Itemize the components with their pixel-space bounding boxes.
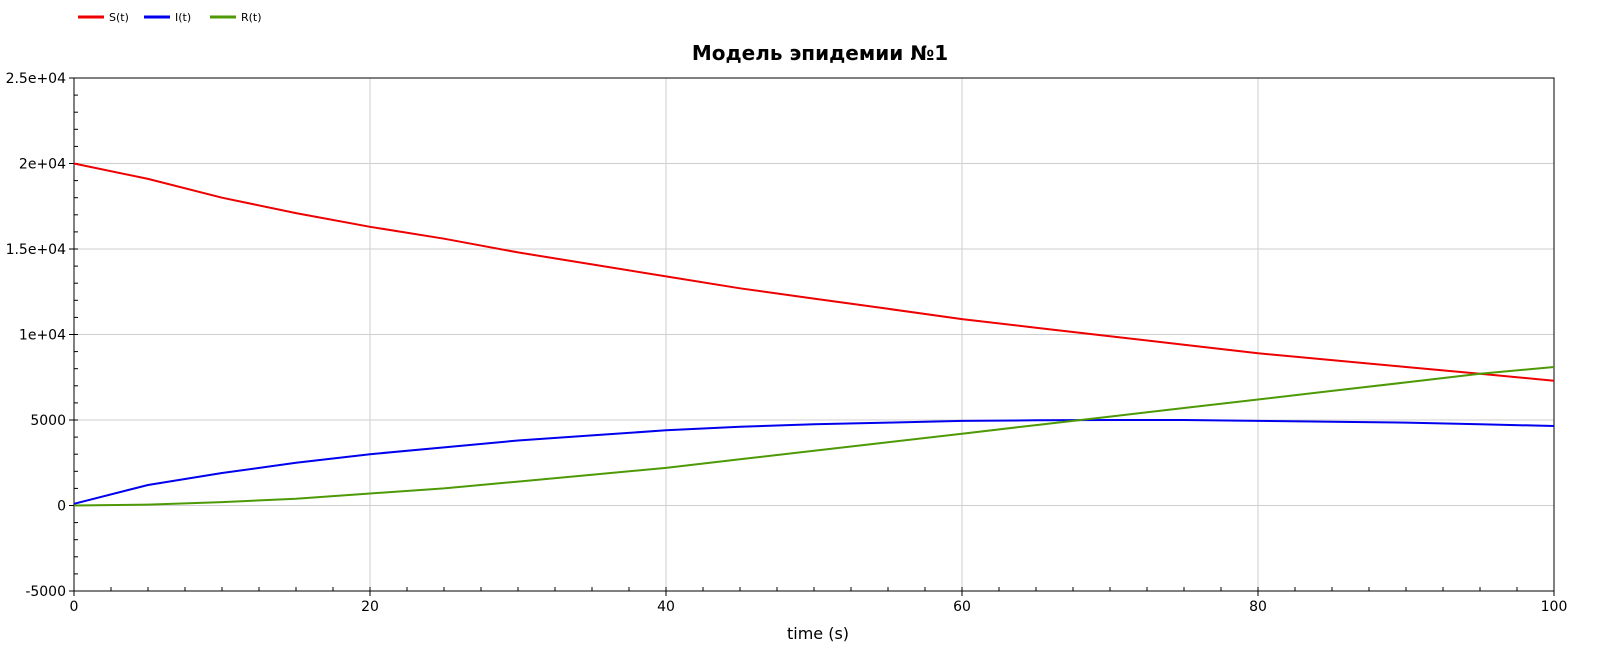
legend-label-rt: R(t) (241, 11, 262, 24)
x-axis-label: time (s) (787, 624, 849, 643)
y-tick-label: 1.5e+04 (6, 242, 67, 258)
series-line-st (73, 162, 1555, 382)
series-line-it (73, 419, 1555, 505)
legend: S(t) I(t) R(t) (78, 11, 262, 24)
y-axis-ticks: -5000 0 5000 1e+04 1.5e+04 2e+04 2.5e+04 (6, 71, 74, 600)
y-tick-label: 1e+04 (19, 328, 66, 344)
x-tick-label: 40 (657, 599, 675, 615)
x-axis-ticks: 0 20 40 60 80 100 (70, 591, 1568, 615)
chart-title: Модель эпидемии №1 (692, 41, 948, 65)
grid (74, 78, 1554, 591)
series-layer (73, 162, 1555, 507)
series-line-rt (73, 366, 1555, 507)
legend-label-it: I(t) (175, 11, 191, 24)
y-tick-label: 5000 (30, 413, 66, 429)
legend-label-st: S(t) (109, 11, 129, 24)
x-tick-label: 100 (1541, 599, 1568, 615)
x-tick-label: 80 (1249, 599, 1267, 615)
y-tick-label: 2.5e+04 (6, 71, 67, 87)
y-tick-label: 0 (57, 499, 66, 515)
x-tick-label: 60 (953, 599, 971, 615)
x-tick-label: 0 (70, 599, 79, 615)
y-tick-label: -5000 (25, 584, 66, 600)
x-tick-label: 20 (361, 599, 379, 615)
y-tick-label: 2e+04 (19, 157, 66, 173)
